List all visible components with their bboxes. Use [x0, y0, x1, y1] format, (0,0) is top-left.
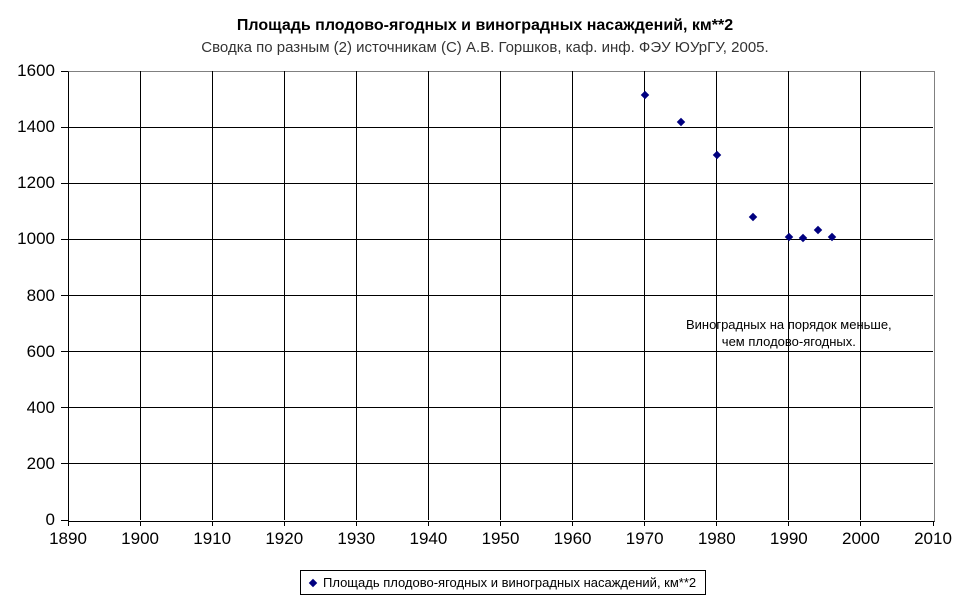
diamond-marker-icon	[308, 578, 318, 587]
y-axis-tick-label: 600	[26, 341, 55, 361]
x-axis-tick-label: 1940	[409, 529, 448, 548]
annotation-line-1: Виноградных на порядок меньше,	[685, 316, 892, 332]
x-axis-tick-label: 2000	[841, 529, 880, 548]
x-axis-tick-label: 2010	[914, 529, 952, 548]
y-axis-tick	[61, 407, 68, 409]
y-axis-tick-label: 200	[26, 453, 55, 473]
x-axis-tick-label: 1930	[337, 529, 376, 548]
y-axis-tick-label: 1400	[17, 117, 55, 137]
x-axis-tick-label: 1920	[265, 529, 304, 548]
y-axis-tick-label: 400	[26, 397, 55, 417]
y-axis-tick-label: 1600	[17, 61, 55, 80]
x-axis-tick-label: 1890	[49, 529, 87, 548]
y-axis-tick	[61, 126, 68, 128]
chart-title: Площадь плодово-ягодных и виноградных на…	[236, 17, 734, 34]
x-axis-tick-label: 1980	[697, 529, 736, 548]
x-axis-tick-label: 1970	[625, 529, 664, 548]
y-axis-tick	[61, 70, 68, 72]
chart-annotation: Виноградных на порядок меньше, чем плодо…	[649, 316, 929, 350]
x-axis-tick-label: 1910	[193, 529, 232, 548]
y-axis-tick-label: 0	[45, 510, 55, 529]
y-axis-tick	[61, 238, 68, 240]
legend: Площадь плодово-ягодных и виноградных на…	[300, 570, 707, 595]
chart-subtitle: Сводка по разным (2) источникам (С) А.В.…	[201, 39, 769, 56]
y-axis-tick-label: 1200	[17, 173, 55, 193]
y-axis-tick	[61, 463, 68, 465]
x-axis-tick-label: 1990	[769, 529, 808, 548]
plot-area	[68, 71, 935, 522]
annotation-line-2: чем плодово-ягодных.	[721, 333, 856, 349]
x-axis-tick-label: 1900	[121, 529, 159, 548]
y-axis-tick	[61, 351, 68, 353]
legend-label: Площадь плодово-ягодных и виноградных на…	[323, 575, 697, 590]
y-axis-tick-label: 1000	[17, 229, 55, 249]
y-axis-tick-label: 800	[26, 285, 55, 305]
y-axis-tick	[61, 519, 68, 521]
x-axis-tick-label: 1960	[553, 529, 592, 548]
y-axis-tick	[61, 182, 68, 184]
x-axis-tick-label: 1950	[481, 529, 520, 548]
y-axis-tick	[61, 295, 68, 296]
